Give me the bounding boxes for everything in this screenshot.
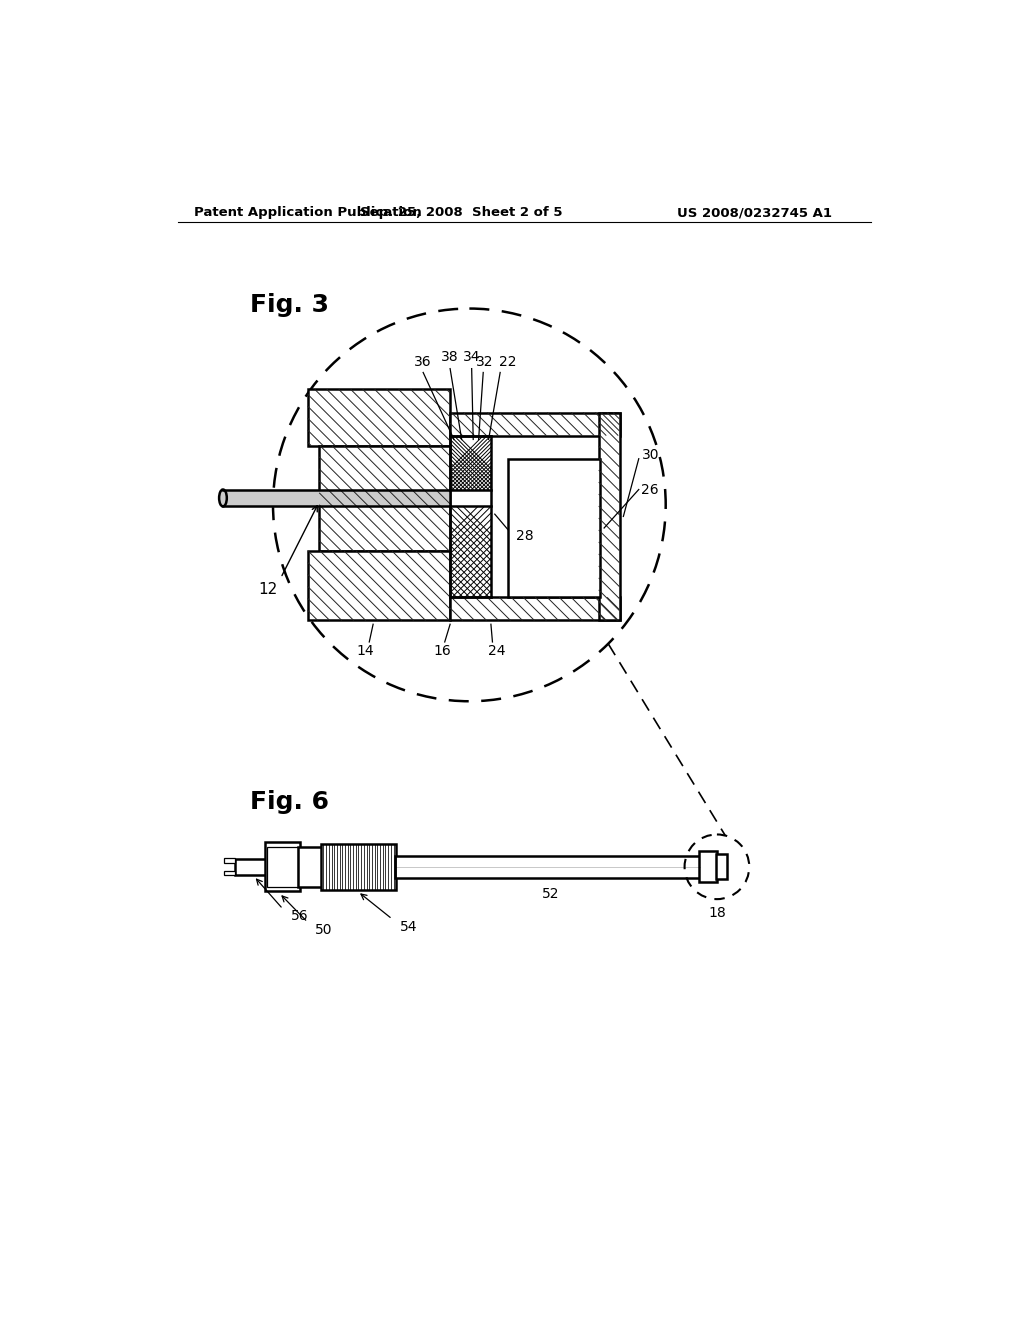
Bar	[319, 446, 451, 552]
Text: Patent Application Publication: Patent Application Publication	[194, 206, 422, 219]
Text: 14: 14	[356, 644, 374, 659]
Text: 24: 24	[487, 644, 505, 659]
Text: 16: 16	[433, 644, 452, 659]
Bar	[307, 552, 451, 620]
Bar	[599, 412, 620, 620]
Text: 38: 38	[441, 350, 459, 364]
Bar	[298, 847, 322, 887]
Bar	[698, 851, 717, 882]
Text: 22: 22	[499, 355, 517, 368]
Text: 32: 32	[476, 355, 494, 368]
Text: 30: 30	[642, 447, 659, 462]
Text: 56: 56	[291, 909, 308, 923]
Text: 28: 28	[515, 529, 534, 543]
Text: 34: 34	[463, 350, 480, 364]
Text: 26: 26	[641, 483, 659, 496]
Text: 50: 50	[315, 923, 333, 937]
Text: 52: 52	[542, 887, 559, 900]
Bar	[265, 842, 300, 891]
Bar	[451, 412, 620, 436]
Text: Fig. 3: Fig. 3	[250, 293, 329, 317]
Bar	[267, 847, 298, 887]
Bar	[716, 854, 727, 879]
Bar	[508, 459, 600, 597]
Text: 12: 12	[258, 582, 278, 597]
Ellipse shape	[219, 490, 226, 507]
Text: Fig. 6: Fig. 6	[250, 789, 329, 814]
Bar	[321, 843, 396, 890]
Text: 54: 54	[400, 920, 418, 933]
Bar	[223, 858, 234, 863]
Text: 36: 36	[415, 355, 432, 368]
Text: 18: 18	[708, 906, 726, 920]
Bar	[234, 859, 267, 874]
Text: US 2008/0232745 A1: US 2008/0232745 A1	[677, 206, 833, 219]
Text: Sep. 25, 2008  Sheet 2 of 5: Sep. 25, 2008 Sheet 2 of 5	[360, 206, 563, 219]
Bar	[307, 389, 451, 446]
Bar	[451, 597, 620, 620]
Bar	[395, 855, 700, 878]
Bar	[223, 871, 234, 875]
